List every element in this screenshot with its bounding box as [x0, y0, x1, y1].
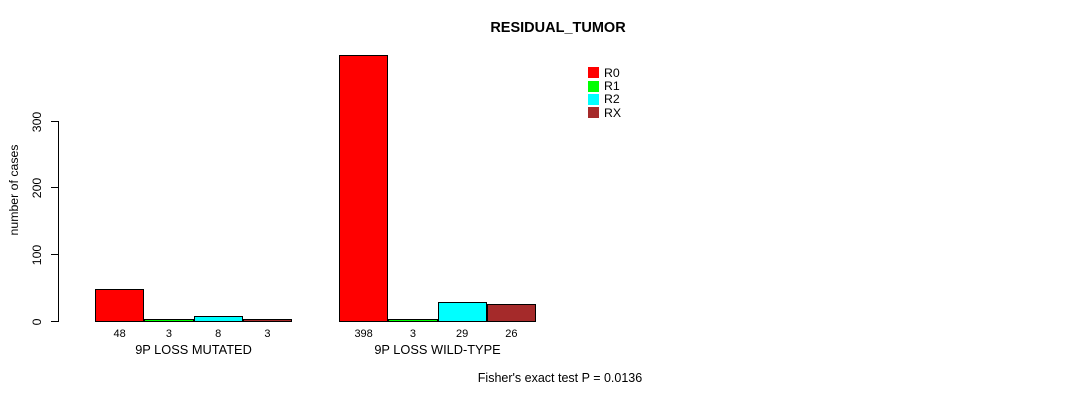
bar-r2-group1	[193, 316, 243, 322]
bar-r0-group2	[339, 55, 389, 322]
y-axis-tick	[51, 321, 59, 322]
legend-color-swatch	[588, 67, 599, 79]
legend-item-rx: RX	[588, 106, 621, 119]
bar-value-label: 48	[113, 328, 126, 340]
bar-r1-group1	[144, 319, 194, 322]
x-category-label: 9P LOSS WILD-TYPE	[374, 342, 501, 357]
bar-value-label: 8	[215, 328, 222, 340]
legend-item-r1: R1	[588, 79, 621, 92]
bar-value-label: 3	[165, 328, 172, 340]
legend-color-swatch	[588, 93, 599, 105]
bar-value-label: 26	[505, 328, 518, 340]
legend-color-swatch	[588, 80, 599, 92]
legend: R0 R1 R2 RX	[588, 66, 621, 120]
legend-label: RX	[604, 105, 622, 120]
fisher-test-annotation: Fisher's exact test P = 0.0136	[477, 371, 643, 385]
bar-value-label: 3	[264, 328, 271, 340]
bar-value-label: 398	[354, 328, 373, 340]
y-axis-tick-label: 200	[30, 177, 44, 199]
y-axis-tick-label: 0	[30, 318, 44, 326]
bar-rx-group2	[486, 304, 536, 322]
bar-value-label: 29	[456, 328, 469, 340]
legend-label: R2	[604, 92, 620, 107]
y-axis-tick	[51, 121, 59, 122]
bar-r2-group2	[437, 302, 487, 322]
bar-rx-group1	[242, 319, 292, 322]
legend-color-swatch	[588, 107, 599, 119]
y-axis-label: number of cases	[7, 144, 21, 236]
legend-item-r0: R0	[588, 66, 621, 79]
y-axis-tick	[51, 254, 59, 255]
y-axis-line	[58, 122, 59, 322]
x-category-label: 9P LOSS MUTATED	[135, 342, 252, 357]
y-axis-tick-label: 100	[30, 244, 44, 266]
bar-r0-group1	[95, 289, 145, 322]
chart-title: RESIDUAL_TUMOR	[490, 20, 626, 36]
y-axis-tick	[51, 187, 59, 188]
bar-value-label: 3	[409, 328, 416, 340]
legend-label: R0	[604, 65, 620, 80]
y-axis-tick-label: 300	[30, 111, 44, 133]
legend-label: R1	[604, 79, 620, 94]
bar-r1-group2	[388, 319, 438, 322]
legend-item-r2: R2	[588, 93, 621, 106]
